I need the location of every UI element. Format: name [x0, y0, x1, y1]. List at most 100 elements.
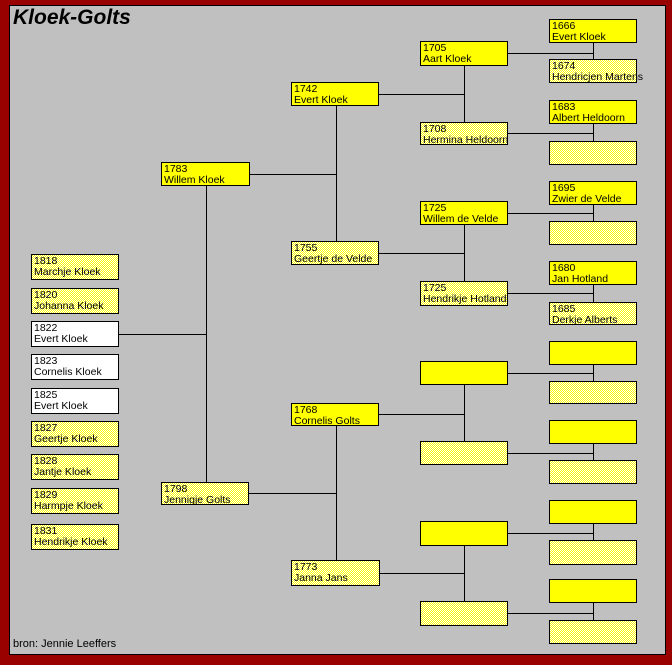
person-name: Evert Kloek: [34, 333, 88, 345]
connector-line: [206, 186, 207, 482]
person-birth-year: 1825: [34, 389, 58, 401]
person-box[interactable]: 1695 Zwier de Velde: [549, 181, 637, 205]
person-box[interactable]: 1680 Jan Hotland: [549, 261, 637, 285]
person-box[interactable]: 1825 Evert Kloek: [31, 388, 119, 414]
connector-line: [464, 225, 465, 281]
person-box[interactable]: 1768 Cornelis Golts: [291, 403, 379, 427]
person-box-empty[interactable]: [549, 420, 637, 444]
person-box[interactable]: 1783 Willem Kloek: [161, 162, 250, 186]
person-name: Johanna Kloek: [34, 300, 104, 312]
person-box[interactable]: 1742 Evert Kloek: [291, 82, 379, 106]
person-box[interactable]: 1798 Jennigje Golts: [161, 482, 249, 506]
person-name: Harmpje Kloek: [34, 500, 103, 512]
person-birth-year: 1685: [552, 303, 576, 315]
person-box-empty[interactable]: [420, 521, 508, 546]
connector-line: [379, 414, 464, 415]
person-birth-year: 1773: [294, 561, 318, 573]
person-box-empty[interactable]: [549, 460, 637, 484]
connector-line: [464, 385, 465, 441]
person-name: Geertje de Velde: [294, 253, 373, 265]
person-birth-year: 1695: [552, 182, 576, 194]
person-box-empty[interactable]: [420, 441, 508, 465]
connector-line: [249, 493, 336, 494]
person-box[interactable]: 1705 Aart Kloek: [420, 41, 508, 66]
connector-line: [593, 285, 594, 302]
person-name: Evert Kloek: [294, 94, 348, 106]
person-birth-year: 1831: [34, 525, 58, 537]
person-birth-year: 1680: [552, 262, 576, 274]
person-name: Jennigje Golts: [164, 494, 231, 506]
person-birth-year: 1829: [34, 489, 58, 501]
person-box[interactable]: 1822 Evert Kloek: [31, 321, 119, 347]
person-birth-year: 1823: [34, 355, 58, 367]
person-box[interactable]: 1773 Janna Jans: [291, 560, 380, 586]
person-box-empty[interactable]: [420, 601, 508, 626]
person-box[interactable]: 1818 Marchje Kloek: [31, 254, 119, 280]
person-name: Hermina Heldoorn: [423, 134, 509, 146]
person-name: Cornelis Golts: [294, 415, 360, 427]
person-name: Hendricjen Martens: [552, 71, 644, 83]
connector-line: [379, 94, 464, 95]
person-birth-year: 1768: [294, 404, 318, 416]
person-name: Hendrikje Hotland: [423, 293, 507, 305]
person-name: Aart Kloek: [423, 53, 472, 65]
connector-line: [379, 253, 464, 254]
person-birth-year: 1725: [423, 202, 447, 214]
person-box-empty[interactable]: [420, 361, 508, 385]
person-name: Janna Jans: [294, 572, 348, 584]
person-birth-year: 1827: [34, 422, 58, 434]
person-box-empty[interactable]: [549, 540, 637, 565]
person-name: Derkje Alberts: [552, 314, 618, 326]
connector-line: [593, 43, 594, 59]
connector-line: [593, 524, 594, 540]
person-box[interactable]: 1827 Geertje Kloek: [31, 421, 119, 447]
person-birth-year: 1666: [552, 20, 576, 32]
person-box[interactable]: 1755 Geertje de Velde: [291, 241, 379, 265]
connector-line: [593, 124, 594, 141]
person-box-empty[interactable]: [549, 500, 637, 524]
person-box-empty[interactable]: [549, 620, 637, 644]
person-name: Geertje Kloek: [34, 433, 98, 445]
person-box[interactable]: 1708 Hermina Heldoorn: [420, 122, 509, 146]
person-box-empty[interactable]: [549, 381, 637, 404]
person-name: Willem Kloek: [164, 174, 225, 186]
person-birth-year: 1818: [34, 255, 58, 267]
person-birth-year: 1828: [34, 455, 58, 467]
person-birth-year: 1755: [294, 242, 318, 254]
person-box[interactable]: 1829 Harmpje Kloek: [31, 488, 119, 514]
person-box[interactable]: 1725 Willem de Velde: [420, 201, 508, 225]
person-box[interactable]: 1674 Hendricjen Martens: [549, 59, 644, 83]
person-box[interactable]: 1683 Albert Heldoorn: [549, 100, 637, 124]
person-box[interactable]: 1685 Derkje Alberts: [549, 302, 637, 326]
person-birth-year: 1674: [552, 60, 576, 72]
person-name: Albert Heldoorn: [552, 112, 625, 124]
person-box-empty[interactable]: [549, 341, 637, 365]
connector-line: [508, 453, 593, 454]
person-box-empty[interactable]: [549, 221, 637, 245]
person-box-empty[interactable]: [549, 141, 637, 165]
connector-line: [249, 174, 336, 175]
connector-line: [508, 373, 593, 374]
person-birth-year: 1708: [423, 123, 447, 135]
connector-line: [593, 603, 594, 620]
person-name: Evert Kloek: [552, 31, 606, 43]
person-name: Zwier de Velde: [552, 193, 622, 205]
person-name: Willem de Velde: [423, 213, 499, 225]
person-box[interactable]: 1828 Jantje Kloek: [31, 454, 119, 480]
person-birth-year: 1725: [423, 282, 447, 294]
person-birth-year: 1742: [294, 83, 318, 95]
connector-line: [508, 213, 593, 214]
connector-line: [336, 106, 337, 241]
person-birth-year: 1683: [552, 101, 576, 113]
person-box[interactable]: 1820 Johanna Kloek: [31, 288, 119, 314]
connector-line: [593, 365, 594, 381]
person-box[interactable]: 1666 Evert Kloek: [549, 19, 637, 43]
person-box[interactable]: 1831 Hendrikje Kloek: [31, 524, 119, 550]
person-box[interactable]: 1725 Hendrikje Hotland: [420, 281, 508, 306]
person-box-empty[interactable]: [549, 579, 637, 603]
person-birth-year: 1820: [34, 289, 58, 301]
person-name: Marchje Kloek: [34, 266, 101, 278]
connector-line: [508, 293, 593, 294]
person-box[interactable]: 1823 Cornelis Kloek: [31, 354, 119, 380]
